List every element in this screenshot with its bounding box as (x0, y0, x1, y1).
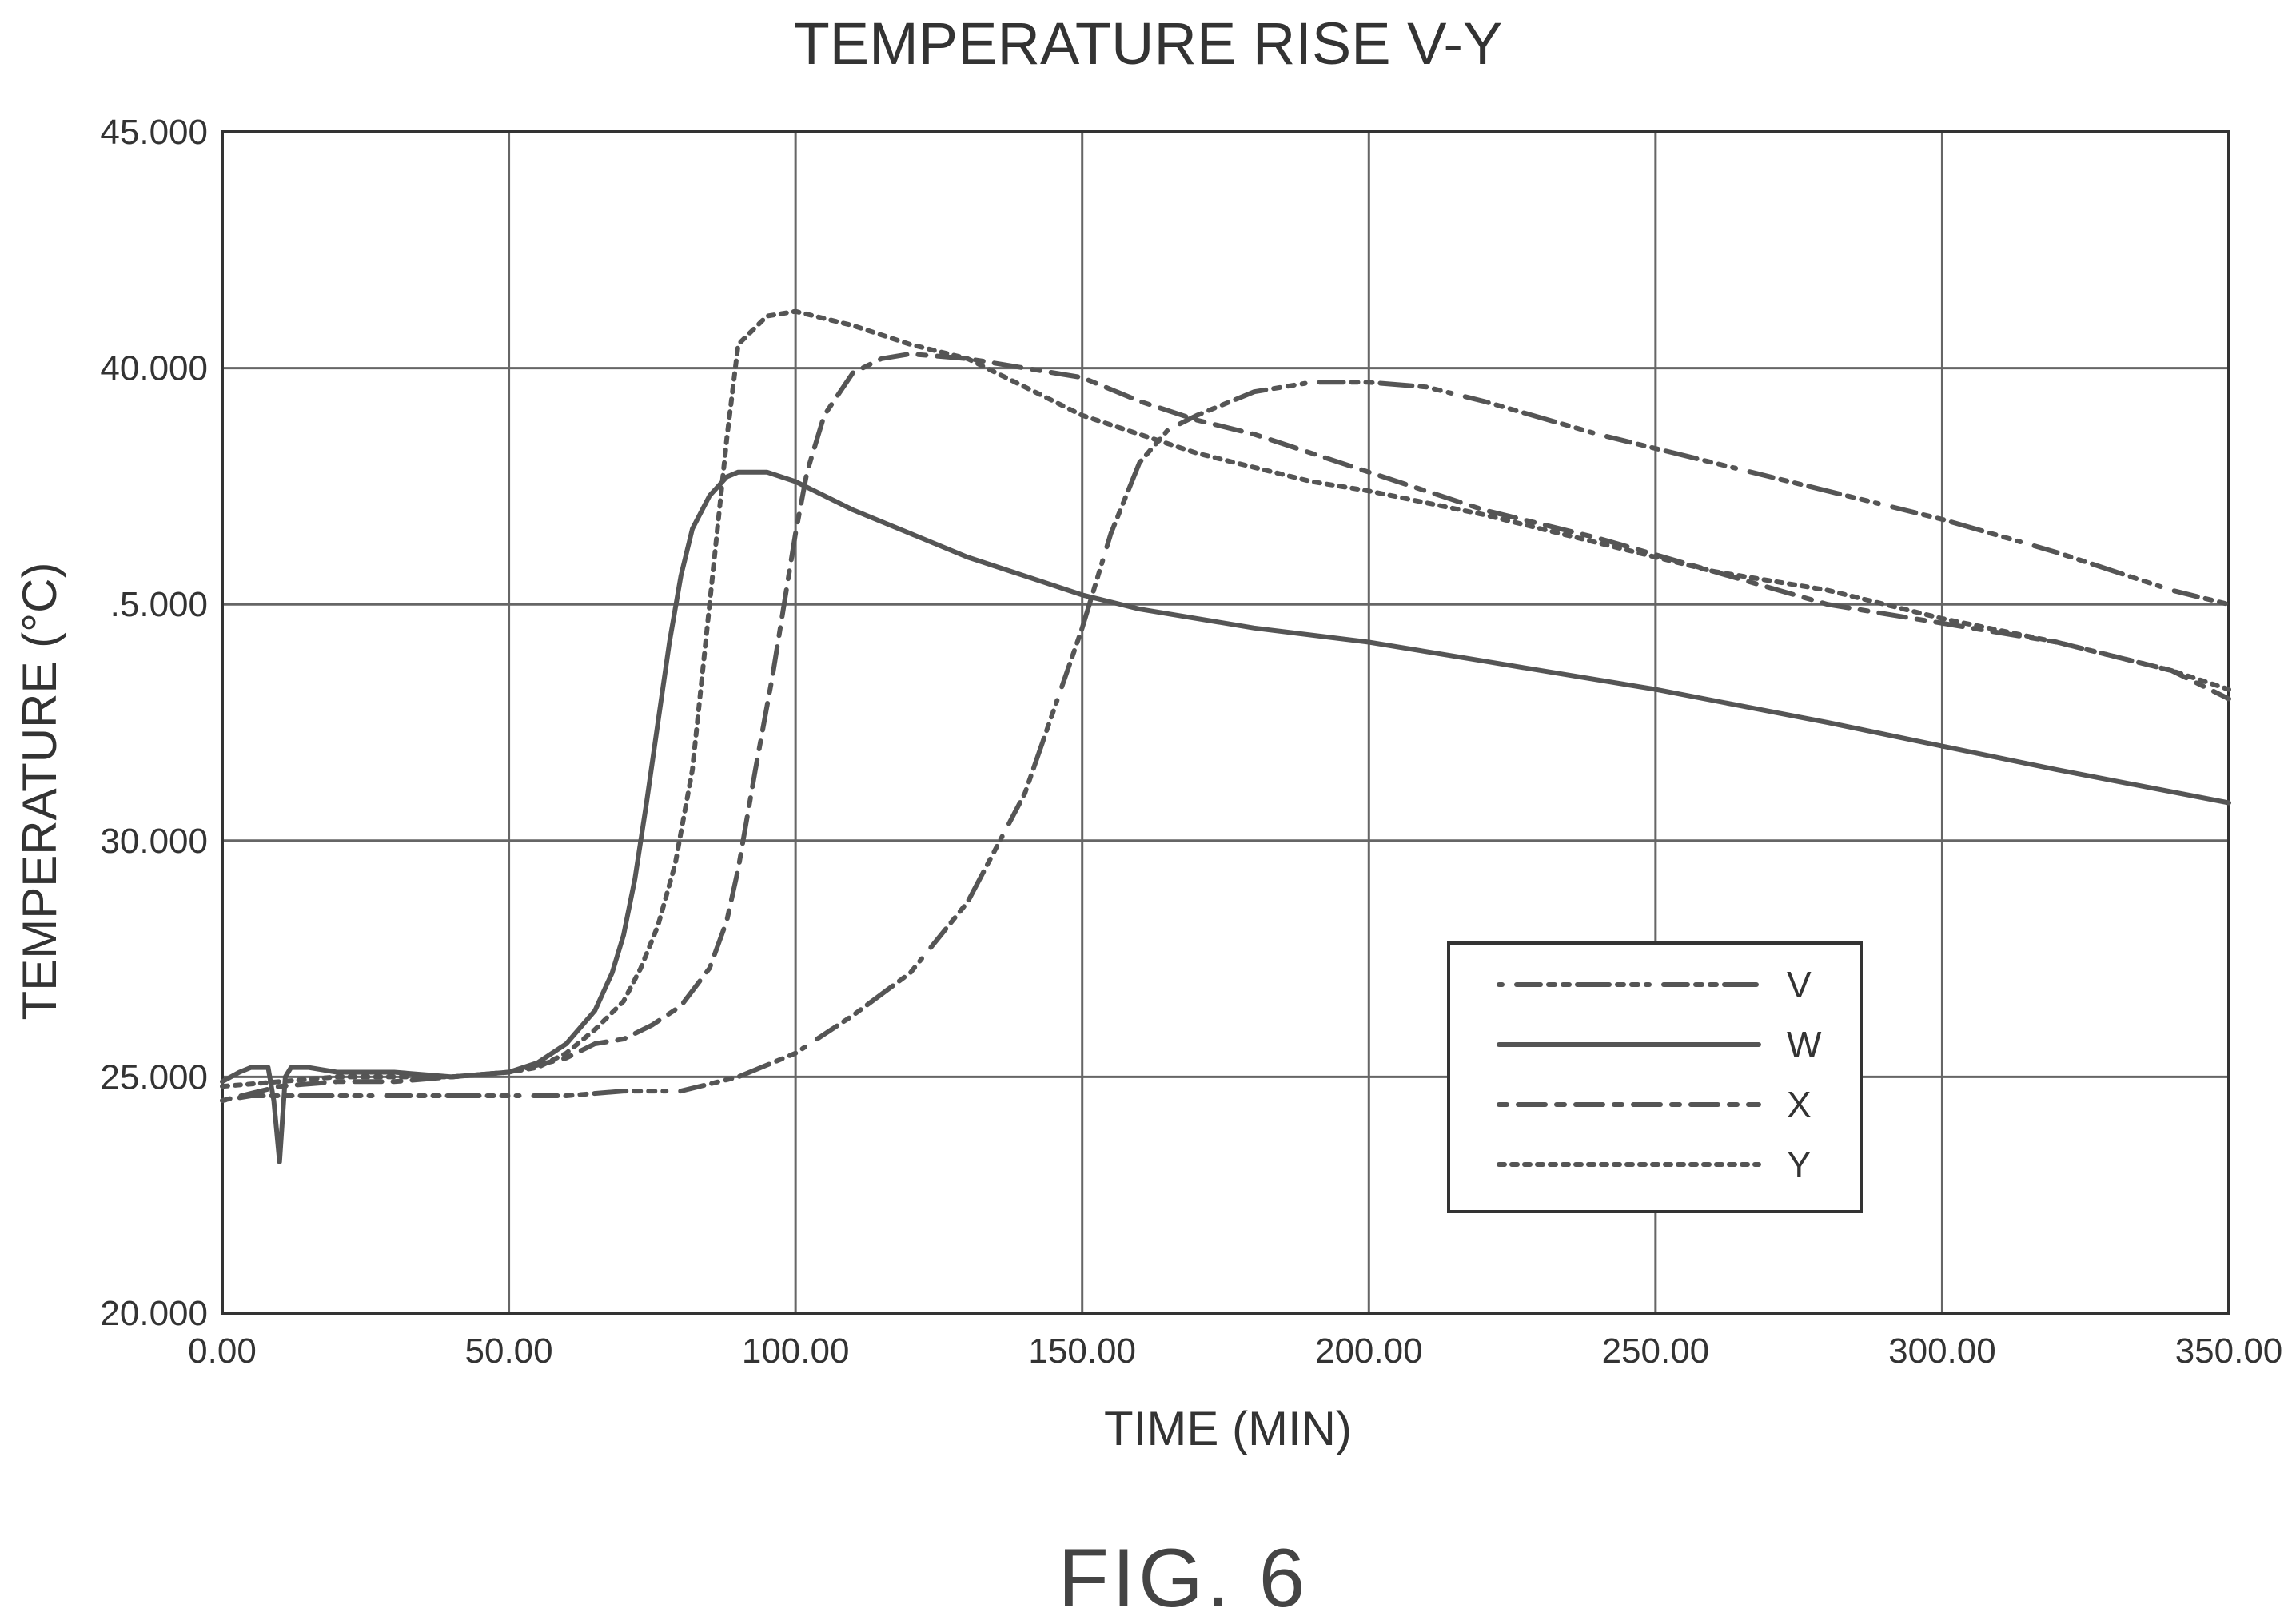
x-tick-label: 150.00 (1028, 1331, 1136, 1371)
series-line-y (220, 308, 2231, 1089)
y-tick-label: 30.000 (100, 822, 208, 861)
series-line-v (220, 380, 2231, 1103)
x-tick-label: 250.00 (1602, 1331, 1710, 1371)
grid (221, 130, 2230, 1315)
chart-title: TEMPERATURE RISE V-Y (794, 10, 1503, 77)
x-tick-labels: 0.00 50.00 100.00 150.00 200.00 250.00 300.00 3… (188, 1331, 2282, 1371)
y-tick-label: .5.000 (110, 585, 208, 624)
y-axis-title: TEMPERATURE (°C) (13, 563, 66, 1021)
x-axis-title: TIME (MIN) (1104, 1402, 1352, 1455)
legend-label-y: Y (1787, 1144, 1812, 1185)
y-tick-label: 25.000 (100, 1057, 208, 1097)
plot-frame (221, 130, 2230, 1315)
y-tick-label: 45.000 (100, 113, 208, 152)
legend-label-v: V (1787, 964, 1812, 1005)
y-tick-label: 40.000 (100, 349, 208, 388)
series-group (220, 308, 2231, 1164)
x-tick-label: 100.00 (742, 1331, 850, 1371)
figure-label: FIG. 6 (1058, 1532, 1309, 1620)
x-tick-label: 50.00 (465, 1331, 553, 1371)
x-tick-label: 0.00 (188, 1331, 257, 1371)
y-tick-label: 20.000 (100, 1294, 208, 1333)
y-tick-labels: 20.000 25.000 30.000 .5.000 40.000 45.000 (100, 113, 208, 1333)
x-tick-label: 350.00 (2175, 1331, 2283, 1371)
series-line-x (220, 351, 2231, 1103)
legend-label-x: X (1787, 1084, 1812, 1125)
x-tick-label: 300.00 (1888, 1331, 1996, 1371)
series-line-w (220, 469, 2231, 1164)
x-tick-label: 200.00 (1315, 1331, 1423, 1371)
legend-label-w: W (1787, 1024, 1822, 1065)
